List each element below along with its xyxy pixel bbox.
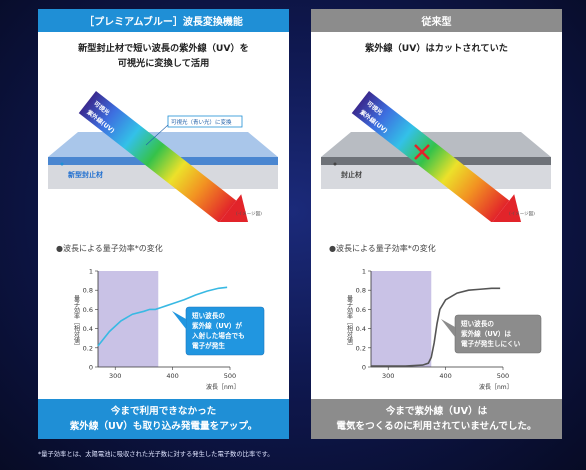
title-line-1: 新型封止材で短い波長の紫外線（UV）を <box>78 43 249 54</box>
y-tick-label: 1 <box>89 268 93 276</box>
premium-blue-panel: ［プレミアムブルー］波長変換機能 新型封止材で短い波長の紫外線（UV）を 可視光… <box>38 9 289 439</box>
y-tick-label: 1 <box>362 268 366 276</box>
chart-title: ●波長による量子効率*の変化 <box>329 244 436 253</box>
material-label: 封止材 <box>341 170 362 179</box>
x-tick-label: 500 <box>224 372 236 380</box>
footer-line-2: 紫外線（UV）も取り込み発電量をアップ。 <box>69 421 258 432</box>
footer-line-2: 電気をつくるのに利用されていませんでした。 <box>336 421 537 432</box>
x-tick-label: 500 <box>497 372 509 380</box>
visible-callout: 可視光（青い光）に変換 <box>171 118 232 126</box>
blocked-x-icon <box>414 144 430 160</box>
panel-header: ［プレミアムブルー］波長変換機能 <box>38 9 289 32</box>
quantum-efficiency-chart: 0 0.2 0.4 0.6 0.8 1 300 400 500 波長［nm］ 量子効率［相対値］ 短い… <box>73 268 265 391</box>
x-tick-label: 400 <box>439 372 451 380</box>
y-tick-label: 0.4 <box>83 325 93 333</box>
y-tick-label: 0.8 <box>356 287 366 295</box>
callout-text: 紫外線（UV）が <box>192 321 242 330</box>
image-note: (イメージ図) <box>236 211 262 217</box>
material-dot <box>60 162 64 166</box>
uv-region <box>98 271 159 367</box>
y-tick-label: 0.6 <box>356 306 366 314</box>
panel-header: 従来型 <box>311 9 562 32</box>
panel-footer: 今まで利用できなかった 紫外線（UV）も取り込み発電量をアップ。 <box>38 399 289 439</box>
y-tick-label: 0.4 <box>356 325 366 333</box>
y-axis-label: 量子効率［相対値］ <box>73 295 80 349</box>
title-line-2: 可視光に変換して活用 <box>117 58 210 69</box>
y-tick-label: 0.8 <box>83 287 93 295</box>
panel-title: 紫外線（UV）はカットされていた <box>311 41 562 56</box>
panel-footer: 今まで紫外線（UV）は 電気をつくるのに利用されていませんでした。 <box>311 399 562 439</box>
callout-text: 紫外線（UV）は <box>461 329 511 338</box>
x-axis-label: 波長［nm］ <box>479 383 513 391</box>
y-tick-label: 0.2 <box>356 344 366 352</box>
image-note: (イメージ図) <box>509 211 535 217</box>
material-label: 新型封止材 <box>68 170 103 179</box>
footer-line-1: 今まで利用できなかった <box>110 406 217 417</box>
callout-pointer <box>441 319 455 337</box>
x-axis-label: 波長［nm］ <box>206 383 240 391</box>
callout-text: 電子が発生しにくい <box>461 339 521 348</box>
series-line <box>371 287 501 367</box>
callout-text: 入射した場合でも <box>192 331 245 340</box>
x-tick-label: 300 <box>109 372 121 380</box>
illustration: 可視光 紫外線(UV) 封止材 (イメージ図) <box>321 91 551 222</box>
quantum-efficiency-chart: 0 0.2 0.4 0.6 0.8 1 300 400 500 波長［nm］ 量子効率［相対値］ 短い… <box>346 268 542 391</box>
y-tick-label: 0 <box>89 364 93 372</box>
footnote: *量子効率とは、太陽電池に吸収された光子数に対する発生した電子数の比率です。 <box>38 451 274 458</box>
material-dot <box>333 162 337 166</box>
uv-region <box>371 271 432 367</box>
series-line <box>97 286 228 347</box>
callout-line <box>145 124 169 146</box>
light-beam: 可視光 紫外線(UV) <box>351 91 523 222</box>
y-tick-label: 0.2 <box>83 344 93 352</box>
y-tick-label: 0 <box>362 364 366 372</box>
chart-title: ●波長による量子効率*の変化 <box>56 244 163 253</box>
y-axis-label: 量子効率［相対値］ <box>346 295 353 349</box>
illustration: 可視光 紫外線(UV) 可視光（青い光）に変換 新型封止材 (イメージ図) <box>48 91 278 222</box>
callout-text: 短い波長の <box>192 311 225 320</box>
x-tick-label: 300 <box>382 372 394 380</box>
y-tick-label: 0.6 <box>83 306 93 314</box>
visible-callout-box <box>167 115 243 128</box>
callout-pointer <box>172 311 186 329</box>
callout-text: 短い波長の <box>461 319 494 328</box>
panel-title: 新型封止材で短い波長の紫外線（UV）を 可視光に変換して活用 <box>38 41 289 71</box>
x-tick-label: 400 <box>166 372 178 380</box>
conventional-panel: 従来型 紫外線（UV）はカットされていた 可視光 紫外線(UV) 封止材 ( <box>311 9 562 439</box>
footer-line-1: 今まで紫外線（UV）は <box>385 406 488 417</box>
callout-text: 電子が発生 <box>192 341 225 350</box>
title-line-1: 紫外線（UV）はカットされていた <box>365 43 508 54</box>
callout-box <box>185 306 265 356</box>
